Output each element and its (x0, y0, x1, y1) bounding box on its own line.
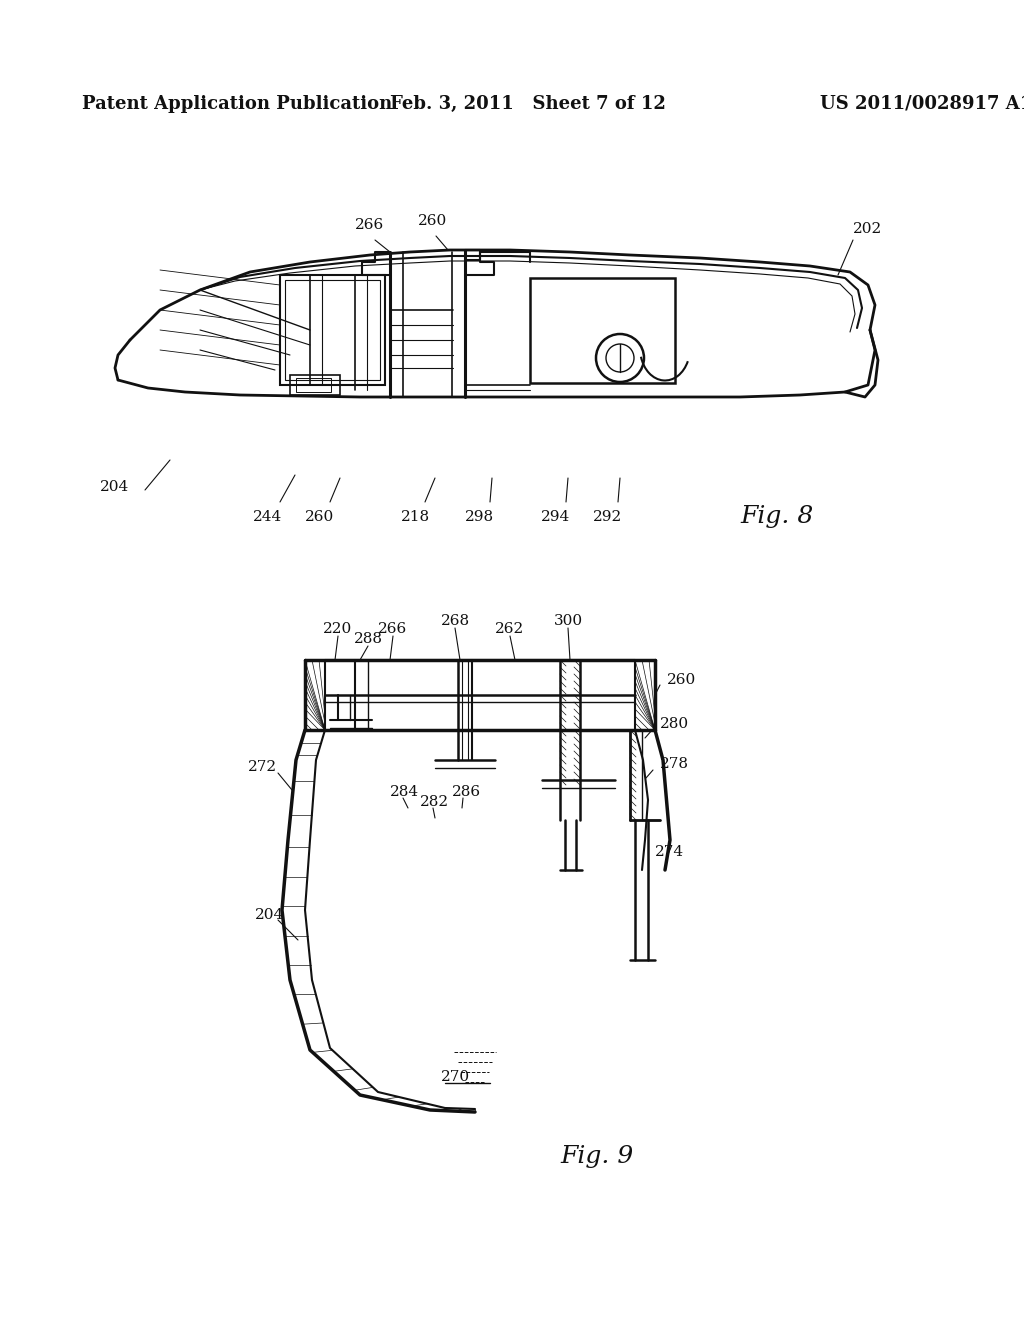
Text: 298: 298 (466, 510, 495, 524)
Text: 266: 266 (355, 218, 384, 232)
Text: 288: 288 (353, 632, 383, 645)
Bar (290, 375, 340, 395)
Text: 294: 294 (542, 510, 570, 524)
Bar (296, 378, 331, 392)
Text: 274: 274 (655, 845, 684, 859)
Text: 268: 268 (440, 614, 470, 628)
Text: 280: 280 (660, 717, 689, 731)
Text: 300: 300 (553, 614, 583, 628)
Text: Fig. 8: Fig. 8 (740, 506, 813, 528)
Text: 286: 286 (452, 785, 481, 799)
Text: 278: 278 (660, 756, 689, 771)
Text: 262: 262 (496, 622, 524, 636)
Text: 218: 218 (400, 510, 429, 524)
Text: 244: 244 (253, 510, 283, 524)
Text: Feb. 3, 2011   Sheet 7 of 12: Feb. 3, 2011 Sheet 7 of 12 (390, 95, 666, 114)
Text: Fig. 9: Fig. 9 (560, 1144, 633, 1168)
Text: 204: 204 (255, 908, 285, 921)
Text: Patent Application Publication: Patent Application Publication (82, 95, 392, 114)
Text: 270: 270 (440, 1071, 470, 1084)
Text: 204: 204 (100, 480, 129, 494)
Bar (280, 275, 385, 385)
Text: 266: 266 (379, 622, 408, 636)
Text: 220: 220 (324, 622, 352, 636)
Text: US 2011/0028917 A1: US 2011/0028917 A1 (820, 95, 1024, 114)
Text: 272: 272 (248, 760, 278, 774)
Text: 260: 260 (305, 510, 335, 524)
Text: 260: 260 (418, 214, 447, 228)
Text: 282: 282 (420, 795, 450, 809)
Text: 202: 202 (853, 222, 883, 236)
Text: 292: 292 (593, 510, 623, 524)
Text: 284: 284 (390, 785, 419, 799)
Bar (285, 280, 380, 380)
Bar (530, 279, 675, 383)
Text: 260: 260 (667, 673, 696, 686)
